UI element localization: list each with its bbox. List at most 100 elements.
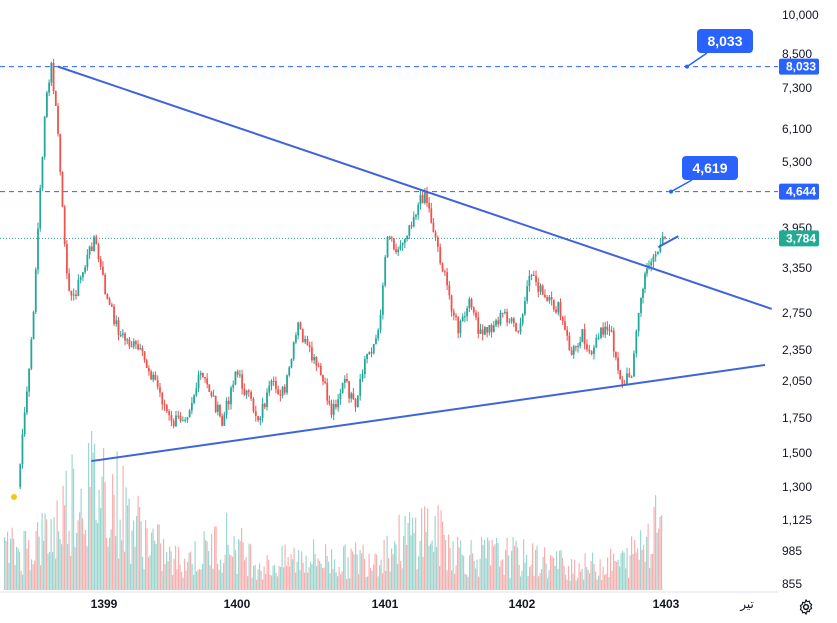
candle-body	[227, 400, 230, 405]
volume-bar	[76, 533, 78, 590]
volume-bar	[421, 508, 423, 590]
volume-bar	[454, 573, 456, 590]
volume-bar	[268, 559, 270, 590]
candle-body	[419, 195, 422, 205]
candle-body	[564, 321, 566, 330]
volume-bar	[394, 541, 396, 590]
y-tick-label: 1,500	[782, 446, 812, 460]
candle-body	[130, 346, 133, 348]
volume-bar	[355, 542, 357, 590]
volume-bar	[563, 565, 565, 590]
volume-bar	[647, 523, 649, 590]
trendlines[interactable]	[57, 65, 773, 463]
volume-bar	[451, 570, 453, 590]
volume-bar	[163, 539, 165, 590]
volume-bar	[80, 488, 82, 590]
volume-bar	[5, 540, 7, 590]
candle-body	[612, 330, 615, 352]
candle-body	[84, 267, 87, 273]
candle-body	[119, 335, 122, 337]
volume-bar	[536, 545, 538, 590]
candle-body	[499, 312, 502, 325]
candle-body	[330, 403, 333, 415]
volume-bar	[583, 579, 585, 590]
candle-body	[214, 395, 217, 412]
price-badge-label: 4,644	[786, 185, 816, 199]
candle-body	[317, 365, 320, 367]
volume-bar	[538, 576, 540, 590]
candle-body	[177, 415, 180, 417]
volume-bar	[346, 578, 348, 590]
price-callouts[interactable]: 8,033 4,619	[669, 29, 753, 194]
candle-body	[408, 225, 411, 236]
volume-bar	[566, 579, 568, 590]
price-badge	[779, 230, 819, 247]
ascending-support-trendline[interactable]	[91, 363, 766, 463]
candle-body	[377, 330, 380, 339]
candle-body	[481, 329, 484, 335]
candle-body	[524, 301, 526, 315]
volume-bar	[253, 565, 255, 590]
volume-bar	[67, 544, 69, 590]
candle-body	[572, 346, 575, 355]
volume-bar	[211, 533, 213, 590]
candle-body	[159, 387, 161, 393]
volume-bar	[593, 564, 595, 590]
candle-body	[530, 274, 533, 276]
volume-bar	[368, 553, 370, 590]
candle-body	[315, 356, 318, 366]
volume-bar	[511, 550, 513, 590]
candle-body	[77, 279, 80, 297]
candle-body	[619, 370, 622, 380]
volume-bar	[308, 567, 310, 590]
volume-bar	[274, 564, 276, 590]
candle-body	[104, 274, 107, 295]
candle-body	[397, 249, 400, 253]
volume-bar	[356, 554, 358, 590]
callout-anchor	[685, 64, 689, 69]
callout-box[interactable]	[697, 29, 753, 53]
descending-resistance-trendline[interactable]	[57, 65, 773, 310]
volume-bar	[439, 566, 441, 590]
volume-bar	[557, 568, 559, 590]
candle-body	[172, 420, 175, 427]
volume-bar	[395, 544, 397, 590]
event-marker[interactable]	[11, 494, 17, 500]
candle-body	[154, 374, 157, 381]
volume-bar	[215, 526, 217, 590]
candle-body	[472, 307, 475, 313]
volume-bar	[86, 546, 88, 590]
candle-body	[415, 214, 417, 217]
volume-bar	[473, 560, 475, 590]
volume-bar	[443, 534, 445, 590]
volume-bar	[607, 557, 609, 590]
volume-bar	[577, 577, 579, 590]
callout-box[interactable]	[682, 156, 738, 180]
candle-body	[230, 387, 232, 405]
candle-body	[597, 337, 600, 339]
volume-bar	[242, 542, 244, 590]
volume-bar	[44, 513, 46, 590]
volume-bar	[391, 548, 393, 590]
x-axis-ticks: 1399 1400 1401 1402 1403 تیر	[91, 597, 754, 612]
volume-bar	[157, 524, 159, 590]
settings-button[interactable]	[795, 596, 817, 618]
volume-bar	[241, 527, 243, 590]
candle-body	[34, 269, 37, 312]
candle-body	[206, 378, 209, 385]
volume-bar	[487, 537, 489, 590]
volume-bar	[13, 538, 15, 590]
candle-body	[283, 386, 286, 393]
volume-bar	[160, 543, 162, 590]
candle-body	[63, 206, 66, 245]
breakout-channel-trendline[interactable]	[657, 235, 679, 249]
candle-body	[286, 375, 288, 393]
volume-bar	[227, 544, 229, 590]
candle-body	[379, 314, 382, 331]
candle-body	[152, 374, 155, 380]
volume-bar	[644, 561, 646, 590]
volume-bar	[16, 546, 18, 590]
volume-bar	[178, 546, 180, 590]
candle-body	[184, 419, 187, 421]
